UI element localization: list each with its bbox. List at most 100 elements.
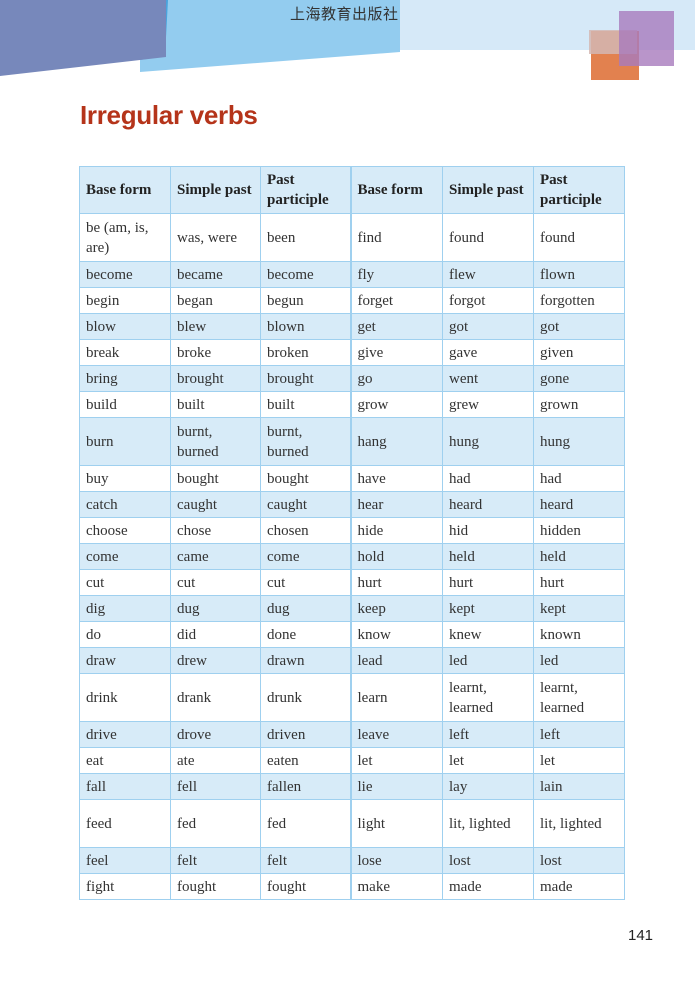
table-cell: brought [170,365,261,392]
table-cell: began [170,287,261,314]
table-cell: grow [350,391,443,418]
table-cell: lose [350,847,443,874]
table-cell: led [533,647,625,674]
table-cell: found [442,213,534,262]
table-row: become became become fly flew flown [79,261,625,288]
table-cell: fall [79,773,171,800]
table-cell: fallen [260,773,352,800]
table-cell: break [79,339,171,366]
table-cell: cut [79,569,171,596]
table-cell: buy [79,465,171,492]
table-cell: driven [260,721,352,748]
table-cell: given [533,339,625,366]
table-cell: hold [350,543,443,570]
table-row: begin began begun forget forgot forgotten [79,287,625,314]
table-row: cut cut cut hurt hurt hurt [79,569,625,596]
table-cell: held [533,543,625,570]
table-cell: hurt [533,569,625,596]
table-cell: drink [79,673,171,722]
table-cell: dug [260,595,352,622]
table-cell: dig [79,595,171,622]
table-cell: felt [170,847,261,874]
table-row: burn burnt, burned burnt, burned hang hung hu… [79,417,625,466]
table-cell: dug [170,595,261,622]
table-cell: come [260,543,352,570]
table-cell: become [79,261,171,288]
table-cell: grew [442,391,534,418]
table-cell: broke [170,339,261,366]
table-cell: lit, lighted [442,799,534,848]
table-row: buy bought bought have had had [79,465,625,492]
table-cell: done [260,621,352,648]
table-cell: lost [442,847,534,874]
table-cell: caught [260,491,352,518]
table-cell: find [350,213,443,262]
table-cell: built [260,391,352,418]
table-cell: eat [79,747,171,774]
table-cell: keep [350,595,443,622]
table-cell: build [79,391,171,418]
table-cell: go [350,365,443,392]
table-cell: know [350,621,443,648]
table-cell: got [442,313,534,340]
table-cell: learnt, learned [533,673,625,722]
table-cell: chose [170,517,261,544]
table-cell: lost [533,847,625,874]
table-cell: fed [170,799,261,848]
table-cell: feel [79,847,171,874]
table-cell: let [533,747,625,774]
column-header: Past participle [533,166,625,214]
table-cell: catch [79,491,171,518]
table-cell: hung [533,417,625,466]
page-title: Irregular verbs [80,100,258,130]
table-cell: cut [170,569,261,596]
table-cell: bought [170,465,261,492]
table-cell: fell [170,773,261,800]
table-cell: knew [442,621,534,648]
page-number: 141 [628,927,654,944]
table-cell: known [533,621,625,648]
table-cell: was, were [170,213,261,262]
table-cell: choose [79,517,171,544]
table-row: bring brought brought go went gone [79,365,625,392]
table-row: be (am, is, are) was, were been find found fo… [79,213,625,262]
table-cell: eaten [260,747,352,774]
table-cell: forgotten [533,287,625,314]
table-cell: chosen [260,517,352,544]
table-row: feed fed fed light lit, lighted lit, lighted [79,799,625,848]
table-row: come came come hold held held [79,543,625,570]
table-cell: heard [533,491,625,518]
table-cell: built [170,391,261,418]
table-cell: had [442,465,534,492]
table-cell: draw [79,647,171,674]
table-cell: hurt [350,569,443,596]
table-cell: fought [260,873,352,900]
irregular-verbs-table: Base form Simple past Past participle Base … [79,166,625,900]
table-cell: blown [260,313,352,340]
table-cell: fought [170,873,261,900]
table-cell: lie [350,773,443,800]
table-cell: bring [79,365,171,392]
table-cell: made [533,873,625,900]
table-cell: grown [533,391,625,418]
table-cell: fed [260,799,352,848]
table-row: blow blew blown get got got [79,313,625,340]
table-cell: drive [79,721,171,748]
table-cell: flew [442,261,534,288]
table-cell: hid [442,517,534,544]
table-row: fall fell fallen lie lay lain [79,773,625,800]
table-cell: had [533,465,625,492]
table-cell: burnt, burned [170,417,261,466]
table-cell: got [533,313,625,340]
table-header-row: Base form Simple past Past participle Base … [79,166,625,214]
table-row: fight fought fought make made made [79,873,625,900]
table-cell: have [350,465,443,492]
table-cell: drunk [260,673,352,722]
table-cell: found [533,213,625,262]
table-cell: kept [442,595,534,622]
table-row: eat ate eaten let let let [79,747,625,774]
table-cell: ate [170,747,261,774]
table-cell: learnt, learned [442,673,534,722]
table-cell: light [350,799,443,848]
